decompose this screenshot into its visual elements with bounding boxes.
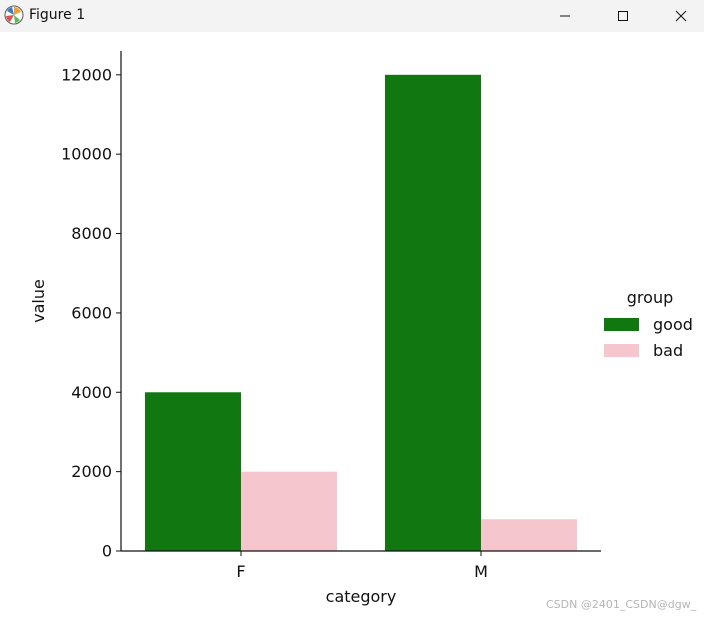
y-tick-label: 6000	[71, 303, 112, 322]
watermark: CSDN @2401_CSDN@dgw_	[546, 598, 697, 611]
y-tick-label: 4000	[71, 383, 112, 402]
legend-title: group	[627, 288, 673, 307]
window-title: Figure 1	[29, 7, 86, 23]
x-axis-label: category	[326, 587, 397, 606]
bar-good-M	[385, 74, 481, 552]
legend-label-bad: bad	[653, 341, 683, 360]
maximize-button[interactable]	[600, 0, 646, 32]
x-tick-label: M	[474, 562, 488, 581]
legend: group good bad	[604, 288, 693, 360]
window-titlebar: Figure 1	[0, 0, 704, 32]
axes-layer	[120, 51, 601, 552]
ticks-layer: 0 2000 4000 6000 8000 10000 12000 F M	[61, 65, 488, 581]
y-tick-label: 0	[102, 542, 112, 561]
legend-swatch-bad	[604, 344, 639, 357]
x-tick-label: F	[236, 562, 245, 581]
legend-label-good: good	[653, 315, 693, 334]
legend-swatch-good	[604, 318, 639, 331]
chart-canvas: 0 2000 4000 6000 8000 10000 12000 F M category v…	[29, 51, 693, 606]
y-tick-label: 12000	[61, 65, 112, 84]
close-icon	[675, 10, 687, 22]
maximize-icon	[618, 11, 628, 21]
bar-good-F	[145, 392, 241, 551]
bar-bad-M	[481, 519, 577, 551]
y-tick-label: 10000	[61, 145, 112, 164]
minimize-icon	[560, 15, 570, 17]
minimize-button[interactable]	[542, 0, 588, 32]
y-tick-label: 8000	[71, 224, 112, 243]
bar-bad-F	[241, 471, 337, 551]
bars-layer	[145, 74, 577, 552]
y-axis-label: value	[29, 279, 48, 323]
y-tick-label: 2000	[71, 462, 112, 481]
matplotlib-logo-icon	[4, 5, 24, 25]
close-button[interactable]	[658, 0, 704, 32]
